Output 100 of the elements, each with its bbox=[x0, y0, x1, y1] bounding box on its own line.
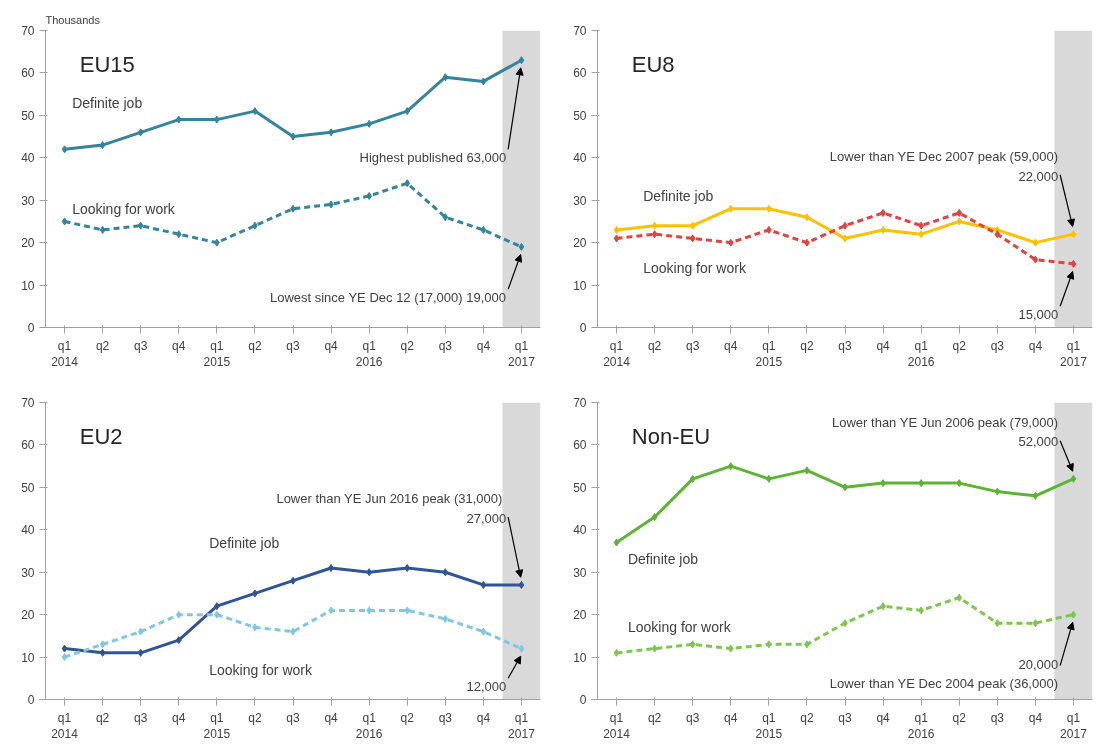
text: EU15 bbox=[79, 51, 135, 77]
x-tick-label: q1 2015 bbox=[203, 710, 231, 742]
annotation: Highest published 63,000 bbox=[359, 150, 507, 166]
annotation: Lowest since YE Dec 12 (17,000) 19,000 bbox=[269, 290, 506, 306]
x-tick-label: q4 bbox=[1028, 338, 1043, 353]
text: Looking for work bbox=[209, 661, 313, 678]
y-tick-label: 20 bbox=[21, 608, 35, 623]
x-tick-label: q1 2014 bbox=[51, 338, 79, 370]
y-tick-label: 40 bbox=[21, 151, 35, 166]
annotation: Lower than YE Dec 2007 peak (59,000) 22,000 bbox=[829, 149, 1059, 184]
y-tick-label: 0 bbox=[579, 693, 587, 707]
annotation: 12,000 bbox=[466, 679, 507, 695]
y-tick-label: 30 bbox=[21, 193, 35, 208]
x-tick-label: q3 bbox=[438, 338, 453, 353]
x-tick-label: q1 2016 bbox=[907, 710, 935, 742]
y-tick-label: 50 bbox=[573, 108, 587, 123]
text: EU8 bbox=[631, 51, 675, 77]
series-label: Looking for work bbox=[627, 619, 732, 636]
annotation: Lower than YE Jun 2006 peak (79,000) 52,000 bbox=[832, 414, 1059, 450]
x-tick-label: q1 2017 bbox=[1060, 338, 1088, 370]
x-tick-label: q4 bbox=[876, 710, 891, 725]
y-tick-label: 40 bbox=[573, 523, 587, 538]
y-tick-label: 0 bbox=[27, 693, 35, 707]
x-tick-label: q4 bbox=[724, 710, 738, 725]
x-tick-label: q2 bbox=[647, 338, 662, 353]
y-tick-label: 20 bbox=[21, 236, 35, 251]
x-tick-label: q2 bbox=[95, 338, 110, 353]
x-tick-label: q3 bbox=[990, 338, 1005, 353]
x-tick-label: q4 bbox=[476, 338, 491, 353]
y-tick-label: 30 bbox=[573, 193, 587, 208]
y-tick-label: 70 bbox=[21, 24, 35, 38]
x-tick-label: q1 2017 bbox=[508, 710, 536, 742]
y-tick-label: 50 bbox=[573, 480, 587, 495]
y-tick-label: 40 bbox=[573, 151, 587, 166]
annotation: Lower than YE Jun 2016 peak (31,000) 27,000 bbox=[276, 491, 507, 526]
y-tick-label: 10 bbox=[573, 278, 587, 293]
y-tick-label: 70 bbox=[573, 24, 587, 38]
y-tick-label: 60 bbox=[21, 66, 35, 81]
x-tick-label: q1 2014 bbox=[603, 710, 631, 742]
y-tick-label: 60 bbox=[21, 438, 35, 453]
x-tick-label: q2 bbox=[952, 338, 967, 353]
x-tick-label: q3 bbox=[134, 338, 148, 353]
x-tick-label: q3 bbox=[286, 710, 300, 725]
series-label: Looking for work bbox=[643, 260, 747, 277]
y-tick-label: 0 bbox=[579, 321, 587, 335]
y-tick-label: 10 bbox=[573, 650, 587, 665]
y-tick-label: 60 bbox=[573, 66, 587, 81]
x-tick-label: q1 2014 bbox=[51, 710, 79, 742]
y-tick-label: 10 bbox=[21, 650, 35, 665]
y-tick-label: 50 bbox=[21, 108, 35, 123]
y-tick-label: 0 bbox=[27, 321, 35, 335]
x-tick-label: q3 bbox=[990, 710, 1005, 725]
y-tick-label: 70 bbox=[21, 396, 35, 410]
y-tick-label: 40 bbox=[21, 523, 35, 538]
x-tick-label: q1 2014 bbox=[603, 338, 631, 370]
x-tick-label: q2 bbox=[400, 338, 415, 353]
x-tick-label: q2 bbox=[400, 710, 415, 725]
y-axis-title: Thousands bbox=[45, 13, 101, 26]
series-label: Definite job bbox=[643, 187, 714, 204]
y-tick-label: 20 bbox=[573, 608, 587, 623]
x-tick-label: q2 bbox=[248, 338, 262, 353]
x-tick-label: q3 bbox=[838, 338, 852, 353]
x-tick-label: q1 2016 bbox=[355, 710, 383, 742]
x-tick-label: q2 bbox=[248, 710, 262, 725]
x-tick-label: q3 bbox=[686, 710, 700, 725]
text: Non-EU bbox=[631, 423, 711, 449]
text: Definite job bbox=[209, 534, 280, 551]
x-tick-label: q1 2015 bbox=[203, 338, 231, 370]
x-tick-label: q1 2016 bbox=[907, 338, 935, 370]
x-tick-label: q4 bbox=[172, 710, 186, 725]
x-tick-label: q4 bbox=[476, 710, 491, 725]
x-tick-label: q1 2017 bbox=[1060, 710, 1088, 742]
annotation: 20,000 Lower than YE Dec 2004 peak (36,000) bbox=[829, 656, 1059, 692]
x-tick-label: q1 2017 bbox=[508, 338, 536, 370]
annotation: 15,000 bbox=[1018, 307, 1059, 323]
y-tick-label: 60 bbox=[573, 438, 587, 453]
x-tick-label: q2 bbox=[95, 710, 110, 725]
x-tick-label: q4 bbox=[1028, 710, 1043, 725]
x-tick-label: q4 bbox=[324, 338, 339, 353]
y-tick-label: 70 bbox=[573, 396, 587, 410]
x-tick-label: q1 2016 bbox=[355, 338, 383, 370]
y-tick-label: 10 bbox=[21, 278, 35, 293]
x-tick-label: q4 bbox=[172, 338, 186, 353]
x-tick-label: q3 bbox=[686, 338, 700, 353]
series-label: Looking for work bbox=[72, 200, 176, 217]
y-tick-label: 20 bbox=[573, 236, 587, 251]
x-tick-label: q1 2015 bbox=[755, 710, 783, 742]
text: EU2 bbox=[79, 423, 123, 449]
x-tick-label: q4 bbox=[324, 710, 339, 725]
x-tick-label: q3 bbox=[438, 710, 453, 725]
x-tick-label: q3 bbox=[134, 710, 148, 725]
x-tick-label: q4 bbox=[876, 338, 891, 353]
series-label: Definite job bbox=[627, 551, 699, 568]
x-tick-label: q3 bbox=[286, 338, 300, 353]
x-tick-label: q1 2015 bbox=[755, 338, 783, 370]
x-tick-label: q2 bbox=[952, 710, 967, 725]
y-tick-label: 30 bbox=[573, 565, 587, 580]
x-tick-label: q3 bbox=[838, 710, 852, 725]
series-label: Definite job bbox=[72, 94, 143, 111]
x-tick-label: q2 bbox=[647, 710, 662, 725]
